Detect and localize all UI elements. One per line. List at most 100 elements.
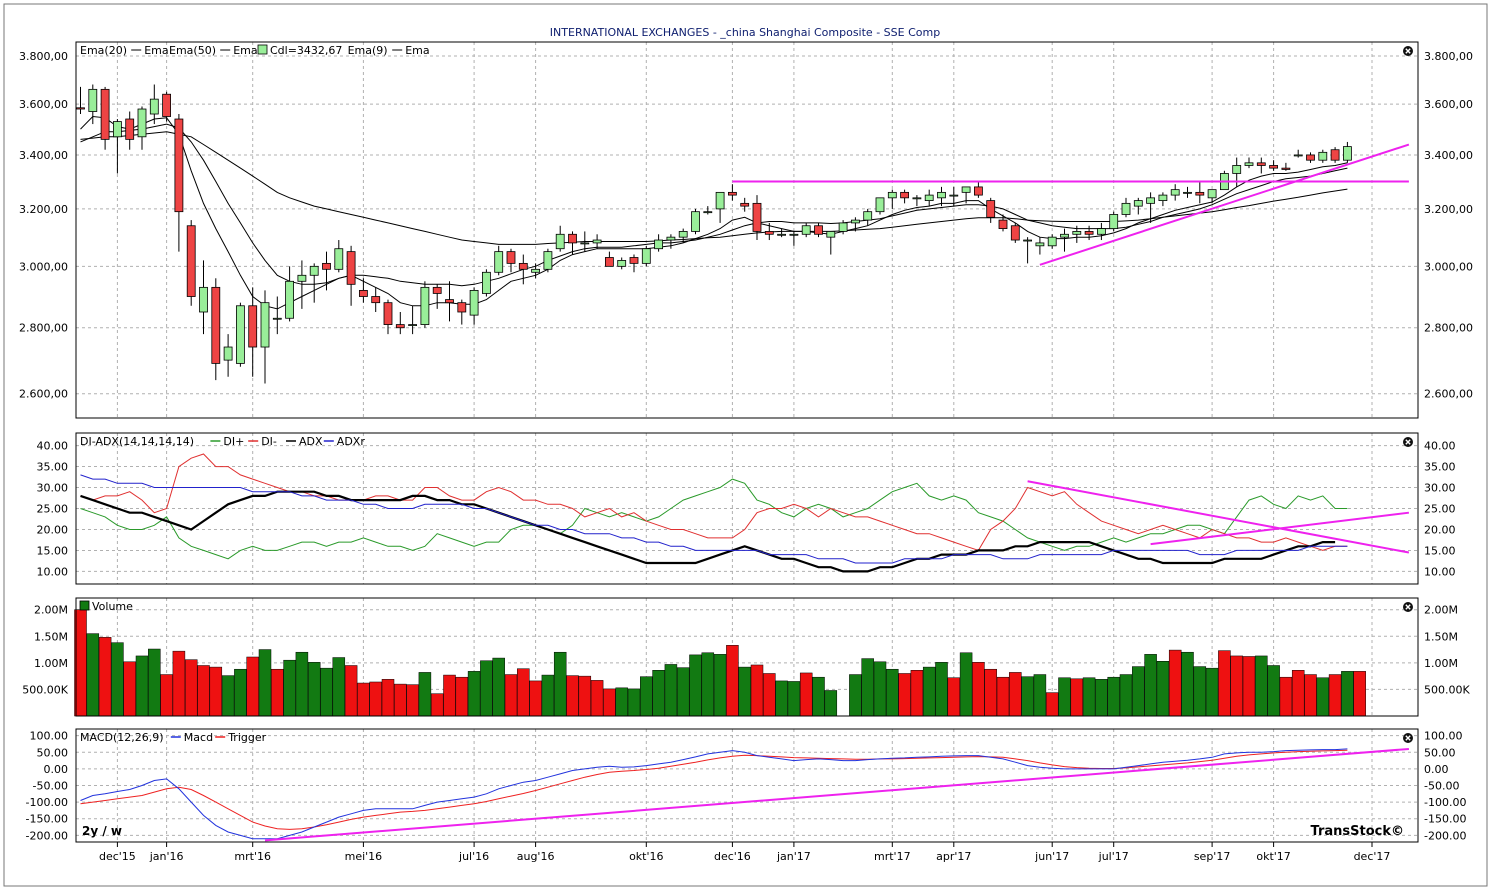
y-tick-label-left: 3.800,00 — [19, 50, 68, 63]
adx-legend-item-4[interactable]: ADXr — [337, 435, 366, 448]
price-legend-item-1[interactable]: Ema — [144, 44, 168, 57]
volume-bar — [910, 670, 924, 717]
y-tick-label-left: 1.00M — [34, 657, 68, 670]
price-legend-item-4[interactable]: Cdl=3432,67 — [270, 44, 342, 57]
y-tick-label-right: 10.00 — [1424, 565, 1456, 578]
candle-body — [1343, 146, 1352, 161]
volume-bar — [86, 633, 100, 717]
volume-bar — [1082, 677, 1096, 717]
candle-body — [654, 239, 663, 250]
y-tick-label-right: 0.00 — [1424, 763, 1449, 776]
volume-bar — [455, 676, 469, 717]
volume-bar — [1058, 677, 1071, 717]
candle-body — [580, 242, 590, 245]
volume-bar — [590, 680, 604, 717]
volume-bar — [1230, 655, 1243, 717]
candle-body — [149, 98, 159, 115]
candle-body — [666, 236, 676, 241]
price-legend-item-6[interactable]: Ema — [405, 44, 429, 57]
x-tick-label-15: dec'17 — [1354, 850, 1391, 863]
price-legend-item-0[interactable]: Ema(20) — [80, 44, 127, 57]
volume-legend-item-0[interactable]: Volume — [92, 600, 133, 613]
adx-legend-item-3[interactable]: ADX — [299, 435, 323, 448]
candle-body — [826, 231, 836, 238]
candle-body — [113, 121, 122, 138]
volume-bar — [1095, 679, 1108, 717]
volume-bar — [443, 674, 456, 717]
price-legend-item-5[interactable]: Ema(9) — [348, 44, 388, 57]
macd-legend-item-0[interactable]: MACD(12,26,9) — [80, 731, 164, 744]
candle-body — [752, 202, 762, 232]
volume-bar — [922, 666, 936, 717]
adx-legend-item-2[interactable]: DI- — [261, 435, 277, 448]
volume-bar — [898, 673, 911, 717]
candle-body — [851, 219, 860, 224]
y-tick-label-left: -50.00 — [33, 780, 68, 793]
y-tick-label-left: 2.800,00 — [19, 322, 68, 335]
candle-body — [875, 197, 885, 213]
volume-bar — [369, 681, 382, 717]
candle-body — [728, 191, 737, 196]
candle-body — [1035, 242, 1045, 247]
volume-bar — [197, 665, 210, 717]
candle-body — [494, 251, 504, 273]
outer-frame — [3, 3, 1488, 887]
volume-bar — [1328, 674, 1342, 717]
candle-body — [678, 231, 688, 238]
close-icon — [1405, 604, 1411, 610]
candle-body — [949, 194, 959, 197]
volume-bar — [996, 676, 1010, 717]
x-tick-label-14: okt'17 — [1256, 850, 1290, 863]
volume-bar — [1316, 677, 1330, 717]
candle-body — [432, 286, 442, 294]
volume-bar — [148, 648, 161, 717]
volume-bar — [787, 681, 801, 717]
volume-bar — [320, 667, 333, 717]
period-label[interactable]: 2y / w — [82, 824, 122, 838]
volume-bar — [430, 693, 444, 717]
y-tick-label-right: 500.00K — [1424, 683, 1470, 696]
data-layer — [74, 84, 1410, 842]
macd-legend-item-2[interactable]: Trigger — [227, 731, 266, 744]
candle-body — [641, 248, 651, 264]
volume-bar — [627, 688, 641, 717]
x-tick-label-9: mrt'17 — [874, 850, 911, 863]
adx-legend-item-0[interactable]: DI-ADX(14,14,14,14) — [80, 435, 194, 448]
macd-legend-item-1[interactable]: Macd — [184, 731, 213, 744]
volume-bar — [1242, 656, 1256, 717]
y-tick-label-right: -200.00 — [1424, 829, 1466, 842]
volume-bar — [406, 684, 419, 717]
candle-body — [801, 225, 811, 235]
candle-body — [174, 118, 184, 213]
volume-bar — [1291, 670, 1305, 717]
labels-layer: dec'15 jan'16 mrt'16 mei'16 jul'16 aug'16 okt'… — [19, 44, 1473, 863]
y-tick-label-left: 35.00 — [37, 461, 69, 474]
price-legend-item-2[interactable]: Ema(50) — [169, 44, 216, 57]
volume-bar — [504, 674, 518, 717]
candle-body — [420, 286, 430, 325]
volume-bar — [295, 651, 309, 717]
x-tick-label-7: dec'16 — [714, 850, 751, 863]
y-tick-label-left: 0.00 — [44, 763, 69, 776]
candle-body — [346, 251, 356, 285]
volume-bar — [886, 668, 899, 717]
candle-body — [900, 191, 909, 199]
candle-body — [383, 302, 393, 325]
volume-bar — [209, 666, 223, 717]
candle-body — [568, 233, 577, 244]
volume-bar — [160, 674, 173, 717]
pane-frame — [75, 728, 1419, 843]
y-tick-label-left: 3.200,00 — [19, 203, 68, 216]
volume-bar — [1021, 676, 1034, 717]
volume-bar — [959, 652, 973, 717]
candle-body — [1146, 197, 1155, 204]
y-tick-label-right: -150.00 — [1424, 813, 1466, 826]
candle-body — [88, 88, 98, 112]
volume-bar — [947, 677, 961, 717]
adx-legend-item-1[interactable]: DI+ — [223, 435, 244, 448]
volume-bar — [1341, 671, 1354, 717]
price-legend-item-3[interactable]: Ema — [233, 44, 257, 57]
candle-body — [1047, 236, 1057, 247]
volume-bar — [873, 661, 887, 717]
